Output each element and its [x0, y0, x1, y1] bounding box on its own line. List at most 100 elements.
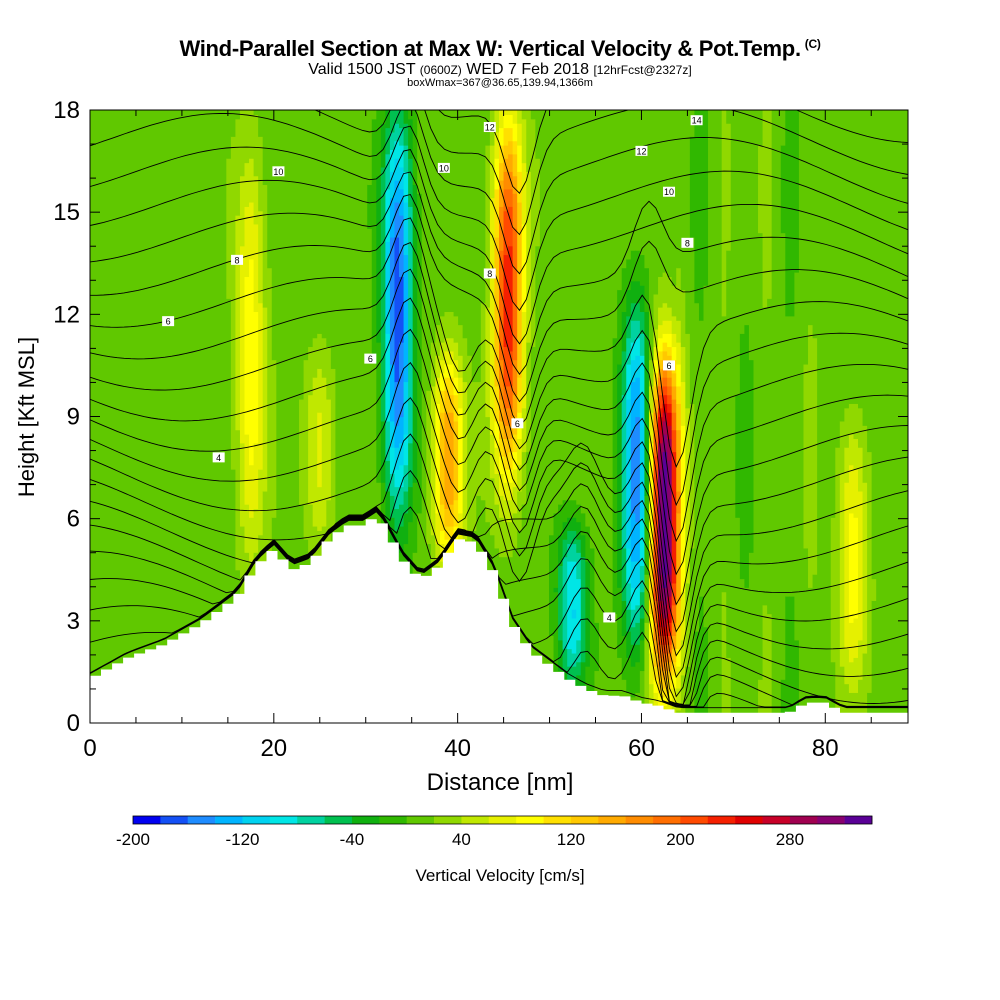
contour-label: 6 — [515, 419, 520, 429]
colorbar-swatch — [269, 816, 298, 824]
contour-label: 4 — [216, 453, 221, 463]
x-axis-label: Distance [nm] — [427, 769, 574, 796]
contour-label: 6 — [166, 317, 171, 327]
x-tick-label: 0 — [83, 735, 96, 762]
theta-contour-line — [90, 470, 908, 698]
theta-contour-line — [90, 10, 908, 108]
colorbar-tick-label: 40 — [452, 830, 471, 849]
y-tick-label: 6 — [67, 506, 80, 533]
theta-contour-line — [314, 110, 908, 236]
valid-utc: (0600Z) — [419, 63, 462, 77]
x-tick-label: 80 — [812, 735, 839, 762]
contour-label-bg — [212, 452, 225, 463]
y-tick-label: 12 — [53, 301, 80, 328]
contour-label-bg — [162, 316, 175, 327]
colorbar-label: Vertical Velocity [cm/s] — [415, 866, 584, 885]
colorbar-tick-label: -40 — [340, 830, 365, 849]
contour-label-bg — [272, 166, 285, 177]
colorbar-swatch — [461, 816, 490, 824]
forecast-info: [12hrFcst@2327z] — [593, 63, 692, 77]
x-tick-label: 20 — [260, 735, 287, 762]
colorbar-tick-label: -200 — [116, 830, 150, 849]
theta-contour-line — [90, 328, 908, 606]
colorbar-swatch — [598, 816, 626, 824]
colorbar-swatch — [844, 816, 873, 824]
contour-label-bg — [663, 186, 676, 197]
theta-contour-line — [438, 110, 908, 194]
theta-contour-line — [90, 507, 908, 705]
y-tick-label: 9 — [67, 404, 80, 431]
colorbar-swatch — [516, 816, 544, 824]
contour-label: 8 — [487, 269, 492, 279]
contour-label: 10 — [273, 167, 283, 177]
colorbar-swatch — [762, 816, 791, 824]
contour-label-bg — [483, 122, 496, 133]
y-tick-label: 18 — [53, 97, 80, 124]
colorbar-swatch — [653, 816, 681, 824]
contour-label-bg — [231, 254, 244, 265]
colorbar-swatch — [817, 816, 845, 824]
contour-label: 12 — [485, 123, 495, 133]
colorbar: -200 -120 -40 40 120 200 280 — [116, 815, 873, 849]
contour-label-bg — [483, 268, 496, 279]
contour-label: 10 — [664, 187, 674, 197]
contour-labels: 4 4 6 6 6 6 8 8 8 10 10 10 12 12 14 — [162, 115, 703, 623]
y-axis: 0 3 6 9 12 15 18 — [53, 97, 908, 737]
copyright-mark: (C) — [804, 36, 821, 51]
colorbar-swatch — [297, 816, 325, 824]
contour-label-bg — [663, 360, 676, 371]
theta-contour-line — [90, 193, 908, 403]
contour-label-bg — [690, 115, 703, 126]
chart-title-text: Wind-Parallel Section at Max W: Vertical… — [179, 36, 801, 61]
valid-date: WED 7 Feb 2018 — [466, 61, 589, 78]
colorbar-swatch — [735, 816, 763, 824]
y-axis-label: Height [Kft MSL] — [14, 337, 39, 497]
contour-label: 14 — [692, 116, 702, 126]
theta-contour-line — [90, 397, 908, 657]
colorbar-frame — [132, 815, 873, 825]
x-tick-label: 40 — [444, 735, 471, 762]
terrain-profile — [90, 519, 908, 723]
contour-label: 8 — [685, 238, 690, 248]
colorbar-swatch — [789, 816, 818, 824]
colorbar-swatch — [160, 816, 189, 824]
y-tick-label: 3 — [67, 608, 80, 635]
theta-contour-line — [90, 242, 908, 507]
colorbar-swatch — [215, 816, 243, 824]
contour-label-bg — [603, 612, 616, 623]
theta-contour-line — [90, 171, 908, 375]
colorbar-swatch — [351, 816, 380, 824]
theta-contour-line — [90, 125, 908, 312]
theta-contour-line — [90, 433, 908, 679]
colorbar-swatch — [488, 816, 517, 824]
theta-contours — [90, 10, 908, 709]
colorbar-swatch — [625, 816, 654, 824]
contour-label-bg — [635, 145, 648, 156]
colorbar-tick-label: 280 — [776, 830, 804, 849]
contour-label: 8 — [235, 255, 240, 265]
colorbar-swatch — [379, 816, 407, 824]
contour-label-bg — [511, 418, 524, 429]
colorbar-swatch — [707, 816, 736, 824]
valid-time: Valid 1500 JST — [308, 61, 416, 78]
contour-label: 6 — [667, 361, 672, 371]
contour-label: 10 — [439, 163, 449, 173]
chart-subtitle: Valid 1500 JST (0600Z) WED 7 Feb 2018 [1… — [0, 61, 1000, 79]
colorbar-swatch — [187, 816, 216, 824]
theta-contour-line — [90, 148, 908, 345]
colorbar-tick-label: -120 — [225, 830, 259, 849]
colorbar-swatch — [406, 816, 435, 824]
theta-contour-line — [90, 110, 908, 275]
colorbar-swatch — [434, 816, 462, 824]
colorbar-swatch — [570, 816, 599, 824]
box-info: boxWmax=367@36.65,139.94,1366m — [407, 77, 593, 89]
x-tick-label: 60 — [628, 735, 655, 762]
theta-contour-line — [90, 505, 908, 707]
theta-contour-line — [90, 362, 908, 633]
colorbar-swatch — [680, 816, 709, 824]
colorbar-tick-label: 120 — [557, 830, 585, 849]
theta-contour-line — [90, 297, 908, 576]
chart-title: Wind-Parallel Section at Max W: Vertical… — [0, 36, 1000, 62]
colorbar-swatch — [242, 816, 271, 824]
